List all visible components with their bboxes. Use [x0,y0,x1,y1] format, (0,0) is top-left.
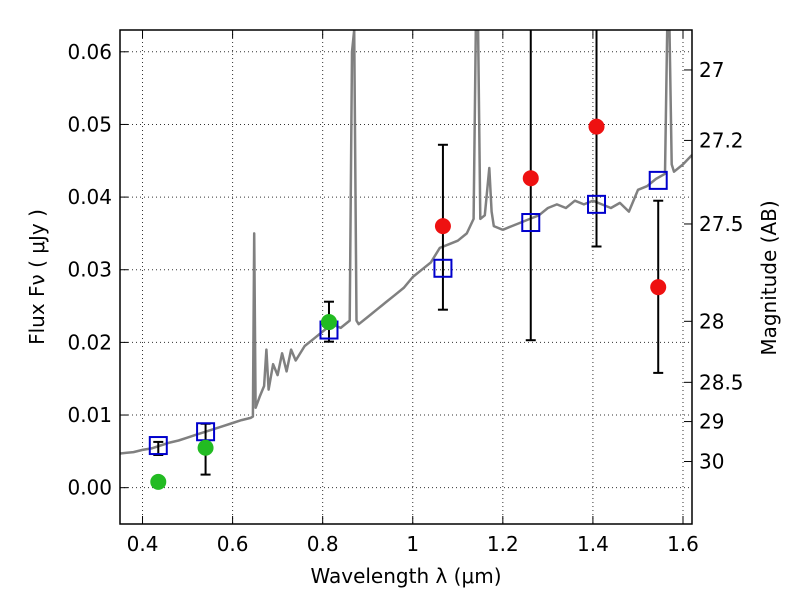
y-tick-label: 0.04 [67,185,112,209]
y-tick-label: 0.01 [67,403,112,427]
plot-area [120,30,692,490]
right-tick-label: 30 [699,450,724,474]
x-tick-label: 1 [406,532,419,556]
y-tick-label: 0.00 [67,476,112,500]
right-tick-label: 27.5 [699,212,744,236]
red-data-point [588,118,605,135]
spectrum-line [120,30,692,455]
model-square-marker [148,436,168,456]
right-tick-label: 28.5 [699,370,744,394]
axes-frame [119,29,693,525]
x-tick-label: 1.4 [577,532,609,556]
model-square-marker [433,258,453,278]
y-axis-label: Flux Fν ( μJy ) [25,209,49,345]
x-axis-label: Wavelength λ (μm) [310,564,501,588]
x-tick-label: 1.2 [487,532,519,556]
x-tick-label: 0.6 [217,532,249,556]
model-square-marker [587,194,607,214]
y-tick-label: 0.03 [67,258,112,282]
green-data-point [197,439,214,456]
red-data-point [650,279,667,296]
green-data-point [150,473,167,490]
right-tick-label: 28 [699,309,724,333]
x-tick-label: 0.8 [307,532,339,556]
right-tick-label: 27 [699,58,724,82]
red-data-point [522,170,539,187]
y-tick-label: 0.06 [67,40,112,64]
right-tick-label: 27.2 [699,128,744,152]
axes: 0.4 0.6 0.8 1 1.2 1.4 1.6 0.00 0.01 0.02 0.03 0.04 0… [67,29,744,556]
right-axis-label: Magnitude (AB) [757,200,781,355]
y-tick-label: 0.05 [67,112,112,136]
y-tick-label: 0.02 [67,330,112,354]
green-data-point [320,314,337,331]
model-square-marker [521,213,541,233]
model-square-marker [648,170,668,190]
x-tick-label: 0.4 [127,532,159,556]
right-tick-label: 29 [699,410,724,434]
red-data-point [434,218,451,235]
x-tick-label: 1.6 [667,532,699,556]
